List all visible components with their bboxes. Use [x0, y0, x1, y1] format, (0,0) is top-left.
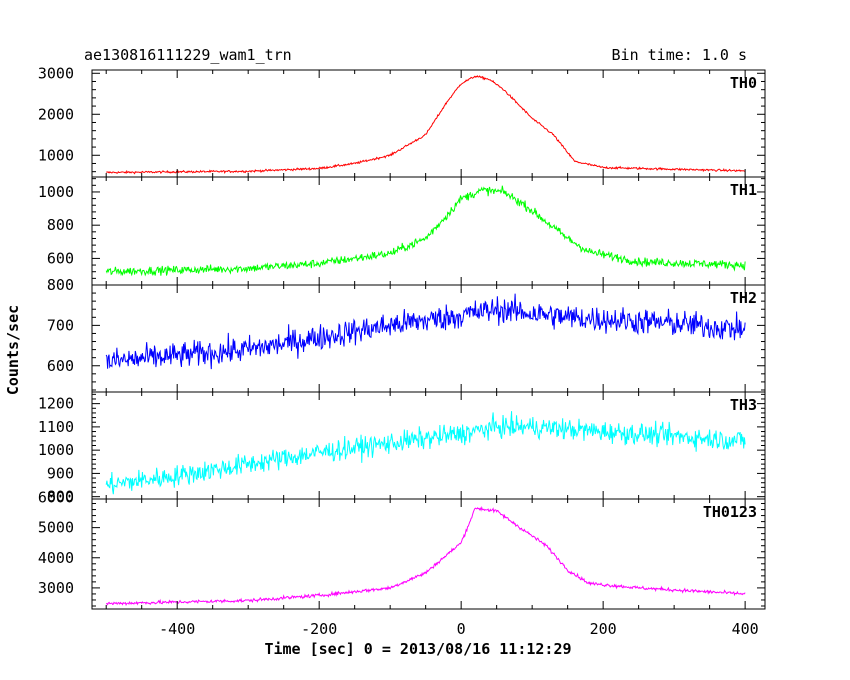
panel-frame [91, 69, 766, 178]
y-tick-label: 4000 [38, 549, 74, 567]
x-tick-label: 0 [457, 620, 466, 638]
x-axis-title: Time [sec] 0 = 2013/08/16 11:12:29 [264, 640, 571, 658]
panel-frame [91, 498, 766, 610]
y-tick-label: 1000 [38, 146, 74, 164]
y-tick-label: 800 [47, 488, 74, 506]
y-tick-label: 6000 [38, 488, 74, 506]
panel-label-th0123: TH0123 [703, 503, 757, 521]
panel-label-th0: TH0 [730, 74, 757, 92]
y-tick-label: 2000 [38, 105, 74, 123]
y-tick-label: 700 [47, 316, 74, 334]
y-tick-label: 1200 [38, 395, 74, 413]
series-line-th3 [105, 411, 746, 495]
panel-label-th2: TH2 [730, 289, 757, 307]
y-tick-label: 1000 [38, 183, 74, 201]
x-tick-label: 200 [590, 620, 617, 638]
panel-frame [91, 176, 766, 286]
y-tick-label: 600 [47, 249, 74, 267]
x-tick-label: -400 [159, 620, 195, 638]
panel-frame [91, 284, 766, 393]
y-tick-label: 1000 [38, 441, 74, 459]
panel-th0: 1000 2000 3000 TH0 [38, 64, 766, 178]
y-tick-label: 5000 [38, 519, 74, 537]
y-tick-label: 800 [47, 216, 74, 234]
x-tick-label: 400 [732, 620, 759, 638]
series-line-th0123 [105, 506, 746, 606]
chart-title: ae130816111229_wam1_trn [84, 46, 292, 64]
y-tick-label: 1100 [38, 418, 74, 436]
series-line-th0 [106, 75, 746, 175]
panel-label-th3: TH3 [730, 396, 757, 414]
panel-frame [91, 391, 766, 500]
y-tick-label: 900 [47, 464, 74, 482]
panel-th1: 600 800 1000 TH1 [38, 176, 766, 286]
panel-th2: 600 700 800 TH2 [47, 276, 766, 393]
y-tick-label: 800 [47, 276, 74, 294]
panel-th3: 800 900 1000 1100 1200 TH3 [38, 391, 766, 506]
series-line-th1 [105, 185, 746, 277]
series-line-th2 [105, 293, 746, 370]
x-tick-label: -200 [301, 620, 337, 638]
panel-label-th1: TH1 [730, 181, 757, 199]
y-axis-title: Counts/sec [4, 305, 22, 395]
bin-time-label: Bin time: 1.0 s [612, 46, 747, 64]
y-tick-label: 600 [47, 357, 74, 375]
y-tick-label: 3000 [38, 579, 74, 597]
y-tick-label: 3000 [38, 64, 74, 82]
panel-th0123: 3000 4000 5000 6000 TH0123 [38, 488, 766, 610]
